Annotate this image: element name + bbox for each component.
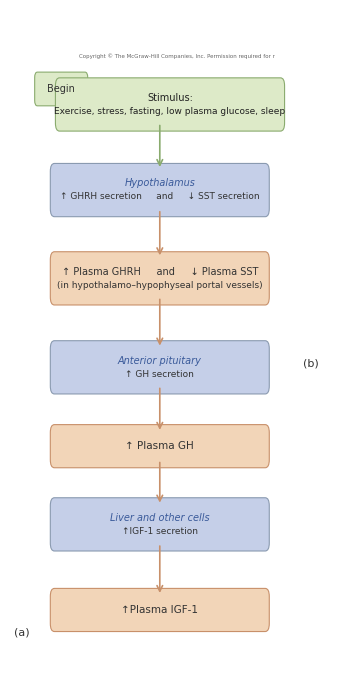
Text: Copyright © The McGraw-Hill Companies, Inc. Permission required for r: Copyright © The McGraw-Hill Companies, I… <box>79 54 275 59</box>
FancyBboxPatch shape <box>35 72 88 106</box>
Text: ↑Plasma IGF-1: ↑Plasma IGF-1 <box>121 605 198 615</box>
Text: ↑ Plasma GH: ↑ Plasma GH <box>125 441 194 451</box>
Text: ↑ Plasma GHRH     and     ↓ Plasma SST: ↑ Plasma GHRH and ↓ Plasma SST <box>62 267 258 276</box>
FancyBboxPatch shape <box>50 252 269 305</box>
Text: ↑ GHRH secretion     and     ↓ SST secretion: ↑ GHRH secretion and ↓ SST secretion <box>60 192 260 202</box>
Text: Hypothalamus: Hypothalamus <box>124 179 195 188</box>
Text: (a): (a) <box>14 627 29 637</box>
Text: Begin: Begin <box>47 84 75 94</box>
Text: Stimulus:: Stimulus: <box>147 93 193 102</box>
Text: Liver and other cells: Liver and other cells <box>110 513 210 522</box>
Text: (in hypothalamo–hypophyseal portal vessels): (in hypothalamo–hypophyseal portal vesse… <box>57 280 262 290</box>
Text: ↑ GH secretion: ↑ GH secretion <box>125 369 194 379</box>
Text: (b): (b) <box>303 359 318 369</box>
Text: ↑IGF-1 secretion: ↑IGF-1 secretion <box>122 526 198 536</box>
FancyBboxPatch shape <box>50 164 269 217</box>
FancyBboxPatch shape <box>50 425 269 468</box>
FancyBboxPatch shape <box>55 78 285 131</box>
FancyBboxPatch shape <box>50 340 269 394</box>
FancyBboxPatch shape <box>50 497 269 551</box>
FancyBboxPatch shape <box>50 588 269 632</box>
Text: Anterior pituitary: Anterior pituitary <box>118 356 202 365</box>
Text: Exercise, stress, fasting, low plasma glucose, sleep: Exercise, stress, fasting, low plasma gl… <box>54 106 286 116</box>
